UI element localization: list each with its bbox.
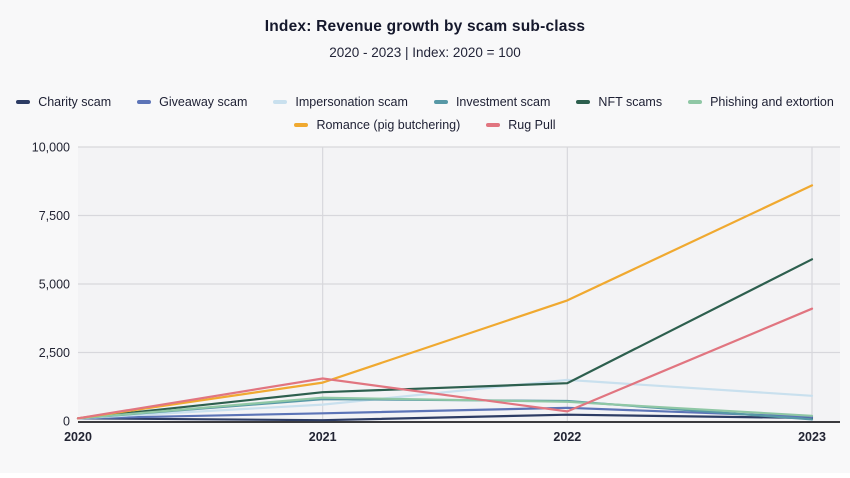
legend-item: Rug Pull: [486, 118, 556, 132]
series-line-nft-scams: [76, 258, 814, 420]
series-line-charity-scam: [76, 413, 814, 422]
legend-label: Giveaway scam: [159, 95, 248, 109]
legend-label: Investment scam: [455, 95, 551, 109]
legend-label: Charity scam: [38, 95, 112, 109]
legend-item: Impersonation scam: [273, 95, 408, 109]
legend-swatch-icon: [294, 123, 309, 127]
y-axis-tick-label: 10,000: [32, 141, 70, 155]
series-line-giveaway-scam: [76, 406, 814, 420]
x-axis-tick-label: 2023: [798, 430, 826, 444]
legend-label: Phishing and extortion: [710, 95, 834, 109]
legend-row-2: Romance (pig butchering) Rug Pull: [0, 118, 850, 132]
legend-item: Investment scam: [433, 95, 551, 109]
legend-item: Charity scam: [16, 95, 111, 109]
series-line-romance-pig-butchering: [76, 184, 814, 420]
legend-swatch-icon: [273, 100, 288, 104]
series-line-phishing-and-extortion: [76, 396, 814, 420]
legend-item: Phishing and extortion: [688, 95, 834, 109]
y-axis-tick-label: 2,500: [39, 346, 70, 360]
legend-swatch-icon: [16, 100, 31, 104]
y-axis-tick-label: 5,000: [39, 278, 70, 292]
x-axis-tick-label: 2021: [309, 430, 337, 444]
x-axis-tick-label: 2022: [553, 430, 581, 444]
legend-label: Rug Pull: [508, 118, 556, 132]
legend-label: Impersonation scam: [295, 95, 408, 109]
legend-item: Romance (pig butchering): [294, 118, 460, 132]
y-axis-tick-label: 0: [63, 415, 70, 429]
chart-legend: Charity scam Giveaway scam Impersonation s…: [0, 95, 850, 141]
legend-item: NFT scams: [576, 95, 662, 109]
legend-swatch-icon: [486, 123, 501, 127]
legend-row-1: Charity scam Giveaway scam Impersonation s…: [0, 95, 850, 109]
chart-title: Index: Revenue growth by scam sub-class: [264, 18, 586, 35]
legend-label: Romance (pig butchering): [316, 118, 461, 132]
series-line-impersonation-scam: [76, 378, 814, 420]
legend-swatch-icon: [576, 100, 591, 104]
line-chart: 0 2,500 5,000 7,500 10,000 2020 2021 2022 2023: [32, 141, 840, 444]
x-axis-tick-label: 2020: [64, 430, 92, 444]
series-line-rug-pull: [76, 307, 814, 420]
chart-subtitle: 2020 - 2023 | Index: 2020 = 100: [329, 45, 521, 60]
legend-swatch-icon: [433, 100, 448, 104]
legend-item: Giveaway scam: [137, 95, 247, 109]
legend-swatch-icon: [137, 100, 152, 104]
chart-header: Index: Revenue growth by scam sub-class …: [0, 18, 850, 60]
y-axis-tick-label: 7,500: [39, 209, 70, 223]
chart-area: 0 2,500 5,000 7,500 10,000 2020 2021 2022 2023: [0, 135, 850, 470]
legend-label: NFT scams: [598, 95, 663, 109]
legend-swatch-icon: [688, 100, 703, 104]
